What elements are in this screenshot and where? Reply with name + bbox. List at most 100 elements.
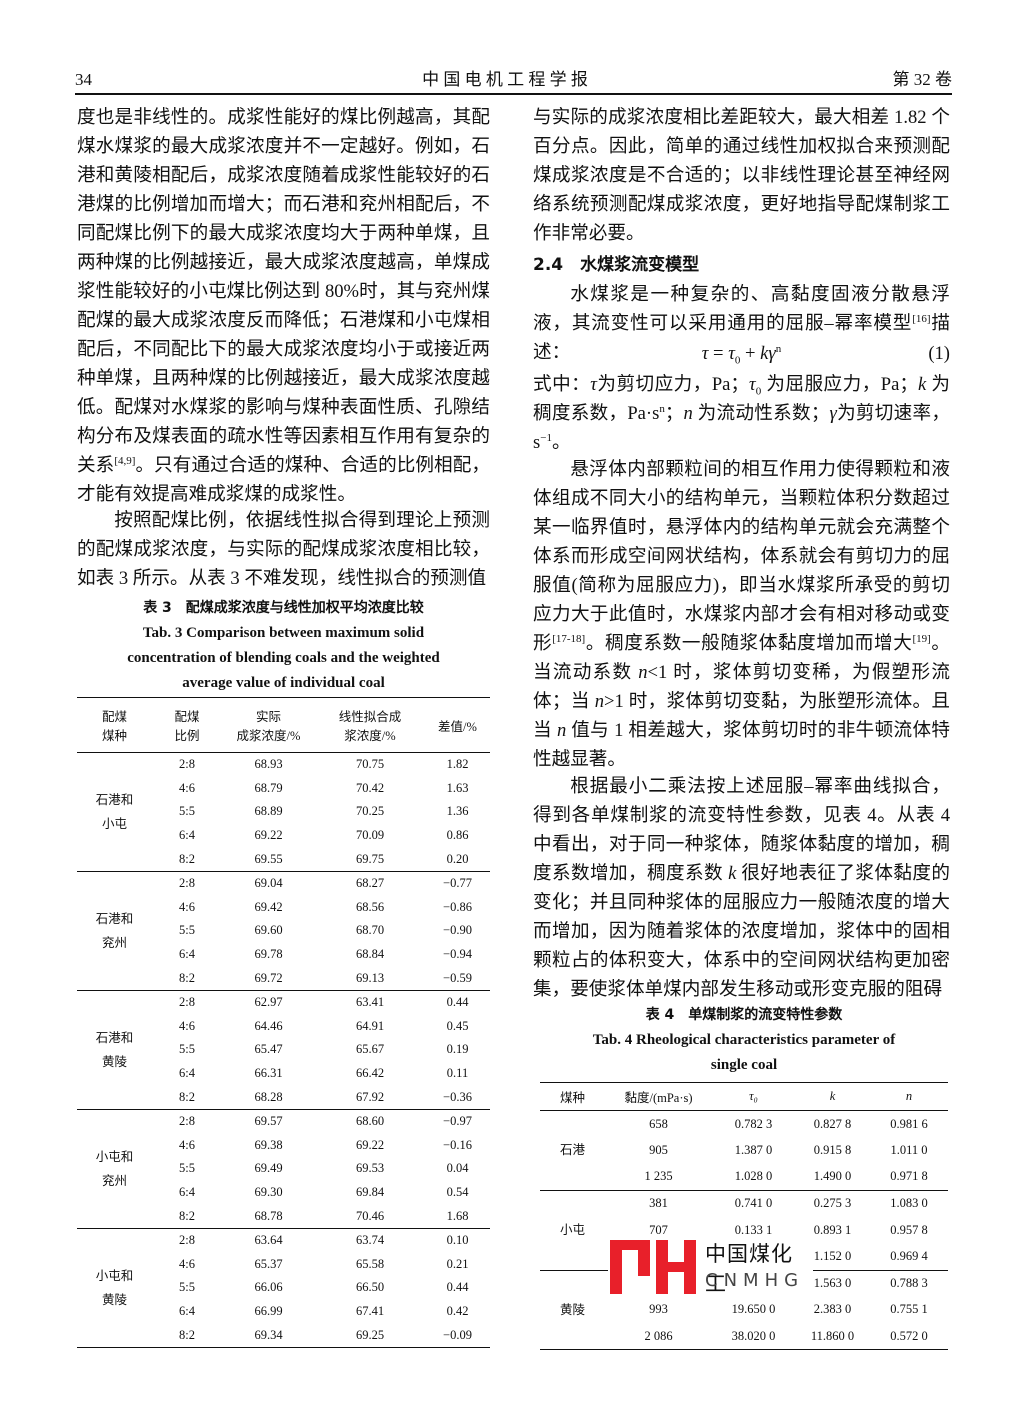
header-row: 配煤 煤种 配煤 比例 实际 成浆浓度/% 线性拟合成 浆浓度/% 差值/% [77, 697, 490, 753]
table-cell: 68.78 [254, 1208, 283, 1223]
text-run: 2.4 水煤浆流变模型 [533, 255, 700, 275]
table-row: 6:4 69.78 68.84 −0.94 [77, 943, 490, 967]
text-run: + [740, 343, 761, 364]
header-line: 比例 [174, 729, 200, 743]
table-cell: 69.53 [355, 1161, 385, 1176]
caption-en: Tab. 3 Comparison between maximum solid [142, 625, 425, 641]
table-cell: 8:2 [179, 851, 195, 866]
table-cell: 19.650 0 [731, 1302, 776, 1317]
table-cell: 5:5 [179, 1280, 195, 1295]
group-name: 小屯和 黄陵 [77, 1227, 152, 1348]
header-line: 黏度/(mPa·s) [624, 1091, 693, 1105]
table-cell: −0.59 [443, 970, 472, 985]
table-cell: 70.25 [355, 804, 385, 819]
table-cell: 0.11 [446, 1066, 469, 1081]
italic-run: n [638, 662, 648, 683]
table: 配煤 煤种 配煤 比例 实际 成浆浓度/% 线性拟合成 浆浓度/% 差值/% 石港和 小屯 2:8 68… [77, 697, 490, 1348]
table-cell: 66.31 [254, 1066, 283, 1081]
table-cell: 69.75 [355, 851, 385, 866]
group-name-line: 石港和 [95, 1030, 134, 1045]
italic-run: n [683, 403, 693, 424]
table-cell: −0.90 [443, 923, 472, 938]
header-cell: n [870, 1082, 948, 1111]
header-line: 浆浓度/% [344, 729, 396, 743]
table-cell: 0.572 0 [890, 1328, 928, 1343]
table-cell: 70.46 [355, 1208, 385, 1223]
table-row: 6:4 66.31 66.42 0.11 [77, 1062, 490, 1086]
text-run: 式中： [533, 374, 591, 395]
header-line: k [829, 1089, 836, 1103]
group-name-line: 小屯和 [95, 1268, 134, 1283]
paragraph: 度也是非线性的。成浆性能好的煤比例越高，其配煤水煤浆的最大成浆浓度并不一定越好。… [77, 103, 490, 509]
paragraph: 根据最小二乘法按上述屈服–幂率曲线拟合，得到各单煤制浆的流变特性参数，见表 4。… [533, 772, 950, 1004]
table-cell: 69.60 [254, 923, 283, 938]
header-rule [75, 93, 952, 95]
table: 煤种 黏度/(mPa·s) τ₀ k n 石港 658 0.782 3 0.827 8 0.981… [540, 1082, 948, 1351]
table-cell: 4:6 [179, 1256, 195, 1271]
table-row: 8:2 69.34 69.25 −0.09 [77, 1324, 490, 1348]
table-cell: 0.10 [425, 1227, 490, 1253]
table-cell: 68.56 [355, 899, 385, 914]
header-row: 煤种 黏度/(mPa·s) τ₀ k n [540, 1082, 948, 1111]
paragraph: 按照配煤比例，依据线性拟合得到理论上预测的配煤成浆浓度，与实际的配煤成浆浓度相比… [77, 506, 490, 593]
page-number: 34 [75, 70, 92, 89]
text-run: >1 时，浆体剪切变黏，为胀塑形流体。且当 [533, 691, 950, 741]
italic-run: τ [701, 343, 709, 364]
table-body: 石港和 小屯 2:8 68.93 70.75 1.82 4:6 68.79 70.42 1.63 5… [77, 753, 490, 1348]
table-row: 5:5 69.60 68.70 −0.90 [77, 919, 490, 943]
header-line: 实际 [255, 710, 281, 724]
table-cell: 65.67 [355, 1042, 385, 1057]
superscript: −1 [540, 431, 552, 444]
table-row: 707 0.133 1 0.893 1 0.957 8 [540, 1217, 948, 1244]
table-cell: 66.99 [254, 1304, 283, 1319]
table-cell: 65.58 [355, 1256, 385, 1271]
table-cell: 0.04 [446, 1161, 469, 1176]
table-cell: 66.50 [355, 1280, 385, 1295]
text-run: 度也是非线性的。成浆性能好的煤比例越高，其配煤水煤浆的最大成浆浓度并不一定越好。… [77, 107, 490, 476]
table-cell: 1.011 0 [890, 1142, 928, 1157]
table-row: 905 1.387 0 0.915 8 1.011 0 [540, 1137, 948, 1164]
table-cell: 0.133 1 [734, 1222, 773, 1237]
table-cell: 6:4 [179, 828, 195, 843]
superscript: [16] [912, 312, 931, 325]
table-cell: 62.97 [222, 989, 315, 1015]
table-row: 小屯 381 0.741 0 0.275 3 1.083 0 [540, 1189, 948, 1271]
table-cell: 8:2 [179, 1089, 195, 1104]
table-cell: 707 [649, 1222, 668, 1237]
table-cell: 0.969 4 [890, 1249, 928, 1264]
table-row: 4:6 65.37 65.58 0.21 [77, 1252, 490, 1276]
italic-run: n [594, 691, 605, 712]
table-cell: −0.86 [443, 899, 472, 914]
text-run: 为屈服应力，Pa； [761, 374, 918, 395]
table-row: 5:5 66.06 66.50 0.44 [77, 1276, 490, 1300]
italic-run: n [556, 720, 567, 741]
table-cell: 69.13 [355, 970, 385, 985]
table-cell: 0.275 3 [795, 1189, 870, 1217]
table-cell: −0.36 [443, 1089, 472, 1104]
superscript: [17-18] [552, 632, 586, 645]
table-cell: 69.22 [355, 1137, 385, 1152]
table-row: 4:6 69.38 69.22 −0.16 [77, 1133, 490, 1157]
group-name-line: 石港和 [95, 911, 134, 926]
group-name: 石港和 兖州 [77, 870, 152, 991]
table-row: 8:2 69.72 69.13 −0.59 [77, 967, 490, 991]
watermark-text: CNMHG [705, 1270, 805, 1291]
table-cell: 69.49 [254, 1161, 283, 1176]
superscript: n [659, 402, 665, 415]
table-cell: 2:8 [152, 989, 222, 1015]
table-cell: 5:5 [179, 1161, 195, 1176]
table-cell: 0.54 [446, 1185, 469, 1200]
text-run: 。 [551, 432, 571, 453]
table-cell: 0.755 1 [890, 1302, 928, 1317]
group-name: 石港 [540, 1111, 605, 1191]
table-cell: −0.09 [443, 1327, 472, 1342]
table-cell: 4:6 [179, 1137, 195, 1152]
caption-en: concentration of blending coals and the … [127, 650, 440, 666]
table-cell: 69.84 [355, 1185, 385, 1200]
table-cell: 0.788 3 [870, 1269, 948, 1297]
table-row: 石港和 兖州 2:8 69.04 68.27 −0.77 [77, 870, 490, 991]
table-cell: 69.55 [254, 851, 283, 866]
caption-cn: 表 3 配煤成浆浓度与线性加权平均浓度比较 [143, 600, 424, 616]
paragraph: 水煤浆是一种复杂的、高黏度固液分散悬浮液，其流变性可以采用通用的屈服–幂率模型[… [533, 280, 950, 367]
